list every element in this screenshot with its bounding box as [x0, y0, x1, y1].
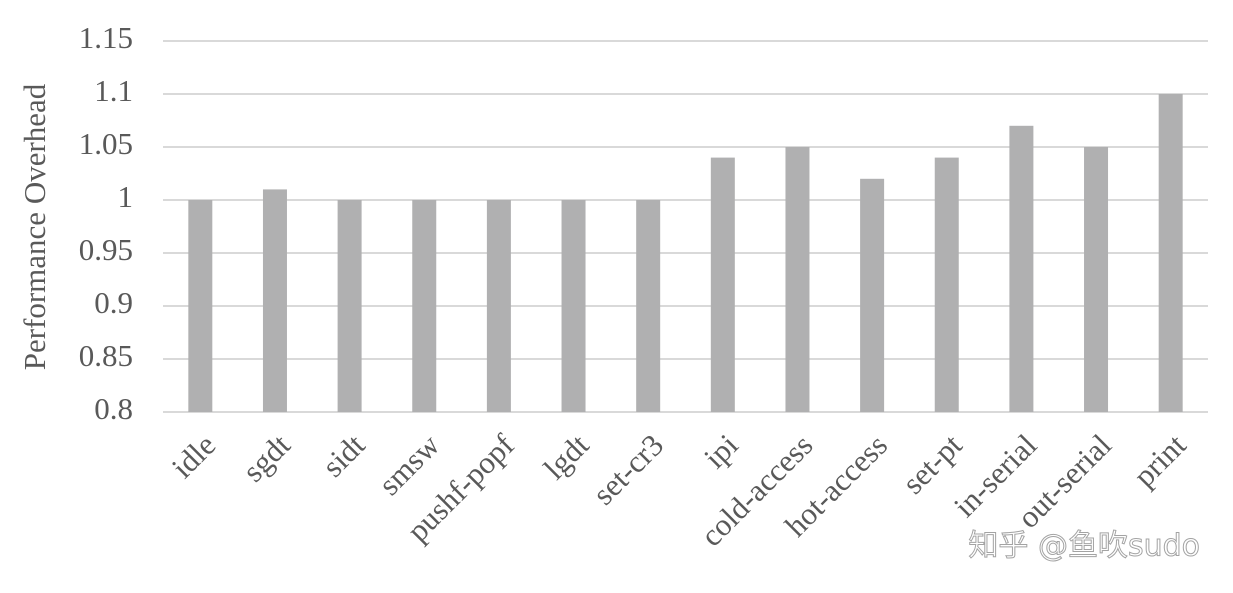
bar	[188, 200, 213, 412]
bar	[486, 200, 511, 412]
bar	[1084, 147, 1109, 412]
y-tick-label: 0.9	[94, 285, 133, 320]
y-tick-label: 1	[118, 179, 134, 214]
bar	[785, 147, 810, 412]
y-tick-label: 1.1	[94, 73, 133, 108]
x-tick-label: sgdt	[236, 427, 298, 489]
bar	[1009, 125, 1034, 413]
x-tick-label: idle	[165, 427, 223, 485]
bar	[860, 178, 885, 412]
y-tick-label: 0.8	[94, 391, 133, 426]
y-axis-title: Performance Overhead	[17, 83, 52, 370]
watermark: 知乎 @鱼吹sudo	[968, 529, 1200, 564]
y-tick-label: 1.15	[79, 20, 133, 55]
bar	[561, 200, 586, 412]
y-tick-label: 0.95	[79, 232, 133, 267]
x-tick-label: set-cr3	[586, 427, 670, 511]
bar	[262, 189, 287, 412]
bar	[337, 200, 362, 412]
x-tick-label: print	[1126, 427, 1192, 493]
bar	[412, 200, 437, 412]
x-tick-label: lgdt	[537, 427, 596, 486]
y-tick-label: 1.05	[79, 126, 133, 161]
x-tick-label: ipi	[697, 427, 745, 475]
bar	[1158, 94, 1183, 412]
y-tick-label: 0.85	[79, 338, 133, 373]
x-tick-label: sidt	[315, 427, 372, 484]
bar	[636, 200, 661, 412]
bar	[710, 157, 735, 412]
bar	[934, 157, 959, 412]
